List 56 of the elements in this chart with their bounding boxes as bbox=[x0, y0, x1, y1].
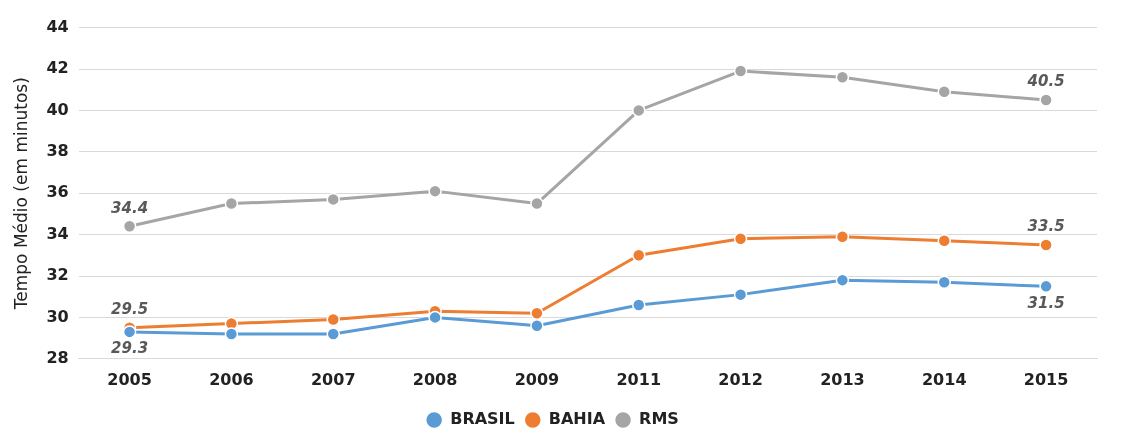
y-tick-label: 32 bbox=[46, 265, 69, 285]
x-tick-label: 2009 bbox=[514, 369, 560, 389]
point bbox=[530, 318, 544, 333]
x-tick-label: 2007 bbox=[310, 369, 356, 389]
point bbox=[632, 248, 646, 263]
point bbox=[835, 70, 850, 85]
point bbox=[632, 298, 646, 312]
legend-label: BRASIL bbox=[450, 409, 515, 429]
point bbox=[1039, 279, 1053, 294]
x-tick-label: 2012 bbox=[718, 369, 763, 389]
legend-label: BAHIA bbox=[548, 409, 606, 429]
point bbox=[122, 325, 137, 339]
data-label: 34.4 bbox=[111, 198, 149, 217]
point bbox=[122, 219, 137, 234]
point bbox=[632, 103, 646, 118]
data-label: 33.5 bbox=[1027, 217, 1065, 236]
x-tick-label: 2005 bbox=[107, 369, 152, 389]
y-axis-title: Tempo Médio (em minutos) bbox=[10, 77, 31, 311]
y-tick-label: 28 bbox=[46, 347, 69, 367]
y-tick-label: 40 bbox=[46, 99, 69, 119]
data-label: 40.5 bbox=[1026, 72, 1065, 91]
y-tick-label: 44 bbox=[46, 16, 69, 36]
y-tick-label: 34 bbox=[46, 223, 69, 243]
point bbox=[937, 234, 951, 248]
x-tick-label: 2014 bbox=[921, 369, 967, 389]
point bbox=[733, 287, 748, 302]
x-tick-label: 2015 bbox=[1023, 369, 1069, 389]
point bbox=[937, 85, 951, 99]
x-tick-label: 2013 bbox=[820, 369, 865, 389]
x-tick-label: 2011 bbox=[616, 369, 662, 389]
point bbox=[733, 231, 748, 246]
point bbox=[733, 64, 748, 78]
point bbox=[835, 229, 850, 244]
point bbox=[326, 192, 340, 207]
y-tick-label: 42 bbox=[46, 58, 69, 78]
point bbox=[224, 327, 239, 341]
x-tick-label: 2006 bbox=[209, 369, 254, 389]
data-label: 31.5 bbox=[1027, 293, 1065, 312]
data-label: 29.3 bbox=[111, 339, 149, 358]
y-tick-label: 36 bbox=[46, 182, 69, 202]
point bbox=[835, 273, 850, 287]
point bbox=[1039, 238, 1053, 252]
point bbox=[937, 275, 951, 289]
x-tick-label: 2008 bbox=[412, 369, 458, 389]
point bbox=[326, 327, 340, 341]
point bbox=[530, 196, 544, 211]
point bbox=[224, 196, 239, 211]
point bbox=[428, 310, 442, 325]
point bbox=[326, 312, 340, 327]
y-tick-label: 30 bbox=[46, 306, 69, 326]
point bbox=[428, 184, 442, 198]
legend-label: RMS bbox=[639, 409, 679, 429]
data-label: 29.5 bbox=[111, 300, 149, 319]
point bbox=[530, 306, 544, 321]
point bbox=[1039, 93, 1053, 107]
y-tick-label: 38 bbox=[46, 140, 69, 160]
